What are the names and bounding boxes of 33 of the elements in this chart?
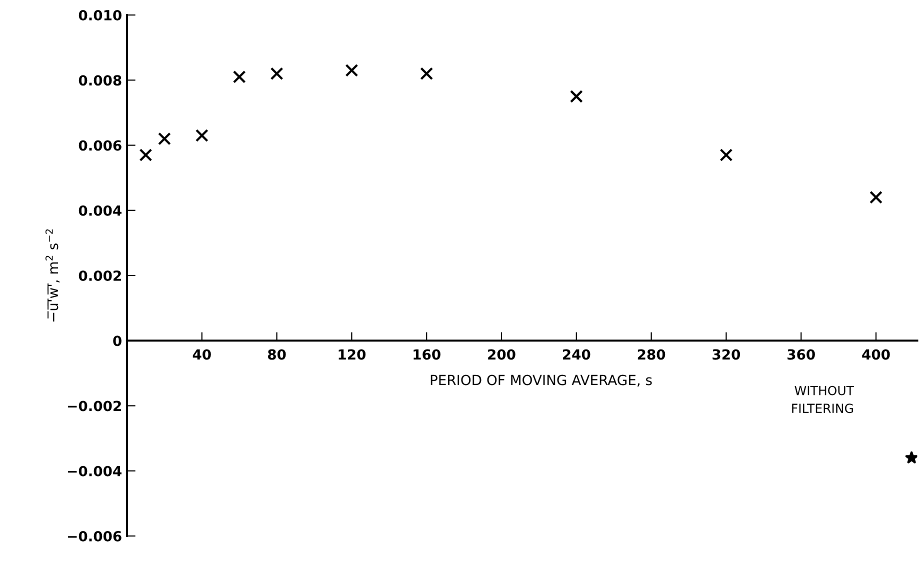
point — [905, 451, 918, 464]
point — [158, 132, 171, 146]
point — [195, 128, 208, 142]
x-tick-label: 240 — [563, 349, 590, 360]
y-tick-label: 0.002 — [78, 270, 121, 281]
x-tick-label: 160 — [414, 349, 440, 360]
y-tick-label: 0.006 — [78, 140, 122, 151]
y-tick-label: −0.002 — [68, 400, 121, 412]
x-tick-label: 280 — [638, 349, 666, 360]
x-tick-label: 40 — [192, 349, 211, 360]
point — [139, 148, 152, 162]
x-tick-label: 400 — [862, 349, 890, 360]
y-tick-label: 0.008 — [78, 75, 122, 86]
x-tick-label: 80 — [268, 349, 286, 360]
x-tick-label: 320 — [712, 349, 740, 360]
x-tick-label: 360 — [788, 349, 815, 360]
point — [420, 67, 434, 80]
point — [270, 67, 284, 80]
point — [720, 148, 733, 162]
y-tick-label: 0.004 — [78, 205, 122, 216]
y-tick-label: 0.010 — [78, 10, 122, 20]
point — [345, 64, 358, 77]
y-tick-label: 0 — [113, 336, 122, 346]
point — [870, 190, 882, 204]
y-tick-label: −0.004 — [68, 466, 122, 476]
x-tick-label: 120 — [338, 349, 366, 360]
point — [570, 90, 583, 103]
point — [232, 70, 246, 84]
y-axis-title: −̅u̅'̅w̅'̅, m$^{2}$ s$^{−2}$ — [45, 229, 60, 322]
annotation: WITHOUT FILTERING — [792, 386, 854, 414]
y-tick-label: −0.006 — [68, 530, 122, 542]
x-axis-title: PERIOD OF MOVING AVERAGE, s — [430, 374, 652, 387]
x-tick-label: 200 — [488, 349, 516, 360]
